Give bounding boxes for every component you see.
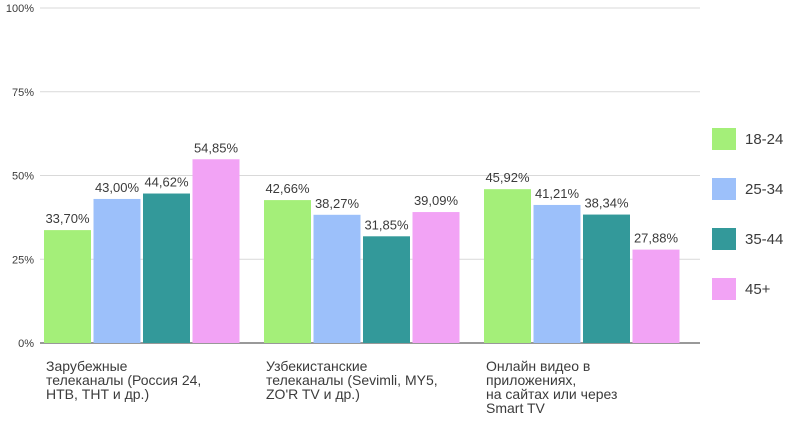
legend-label: 35-44 [745,231,783,248]
legend-label: 18-24 [745,131,783,148]
bar [44,230,91,343]
data-labels: 33,70% 42,66% 45,92% 43,00% 38,27% 41,21% 44,6… [45,140,678,245]
legend-swatch [712,278,736,300]
bar [264,200,311,343]
data-label: 54,85% [194,140,239,155]
bar [313,214,361,343]
data-label: 38,34% [584,196,629,211]
bar [93,198,141,343]
data-label: 33,70% [45,211,90,226]
data-label: 31,85% [364,217,409,232]
legend: 18-24 25-34 35-44 45+ [712,128,783,300]
data-label: 45,92% [485,170,530,185]
bar [363,236,410,343]
category-label-line: ZO'R TV и др.) [266,386,360,402]
bar [533,204,581,343]
bar [143,193,190,343]
legend-label: 25-34 [745,181,783,198]
category-label-line: Smart TV [486,400,546,416]
category-label-line: телеканалы (Sevimli, MY5, [266,372,438,388]
category-label-line: телеканалы (Россия 24, [46,372,201,388]
category-label-line: НТВ, ТНТ и др.) [46,386,149,402]
y-tick-label: 100% [6,3,34,15]
category-label-line: на сайтах или через [486,386,617,402]
data-label: 41,21% [535,186,580,201]
legend-swatch [712,228,736,250]
y-axis-ticks: 0% 25% 50% 75% 100% [6,3,34,350]
data-label: 38,27% [315,196,360,211]
x-axis-categories: Зарубежные телеканалы (Россия 24, НТВ, ТНТ… [46,358,617,416]
legend-swatch [712,178,736,200]
data-label: 39,09% [414,193,459,208]
category-label: Узбекистанские телеканалы (Sevimli, MY5, Z… [266,358,438,402]
bar [192,159,240,343]
data-label: 43,00% [95,180,140,195]
legend-swatch [712,128,736,150]
category-label: Зарубежные телеканалы (Россия 24, НТВ, ТНТ… [46,358,201,402]
data-label: 27,88% [634,231,679,246]
bar [583,214,630,343]
legend-label: 45+ [745,281,771,298]
category-label-line: Зарубежные [46,358,128,374]
category-label-line: приложениях, [486,372,576,388]
category-label-line: Узбекистанские [266,358,368,374]
category-label: Онлайн видео в приложениях, на сайтах или … [486,358,617,416]
y-tick-label: 0% [18,338,34,350]
y-tick-label: 25% [12,254,34,266]
bar [484,189,531,343]
category-label-line: Онлайн видео в [486,358,590,374]
y-tick-label: 75% [12,87,34,99]
data-label: 42,66% [265,181,310,196]
y-tick-label: 50% [12,171,34,183]
bar [412,212,460,343]
bars [44,159,680,343]
bar [632,249,680,343]
data-label: 44,62% [144,175,189,190]
